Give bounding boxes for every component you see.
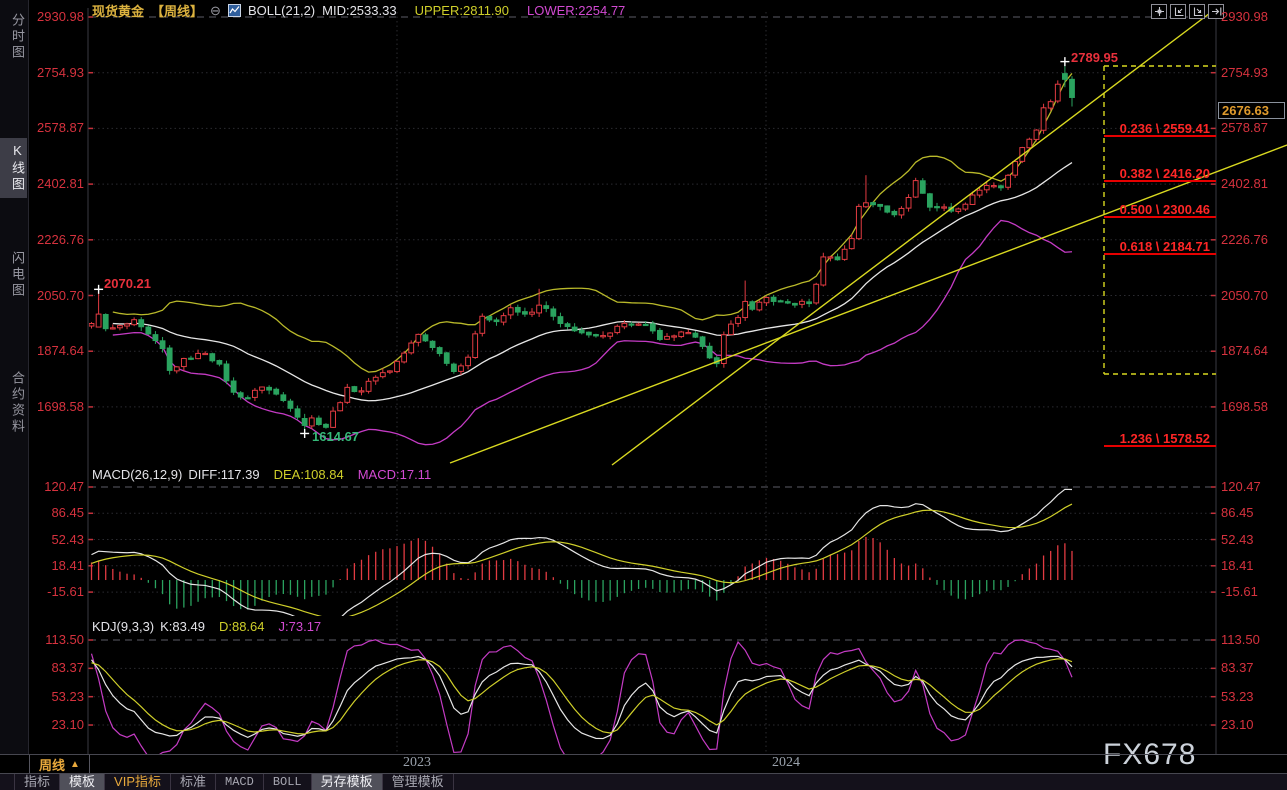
price-axis-label-right: 1698.58 [1221,398,1268,414]
marker-bottom-low: 1614.67 [312,429,359,444]
price-axis-label-left: 2930.98 [37,9,84,24]
kdj-k-readout: K:83.49 [160,619,205,634]
price-axis-label-left: 52.43 [51,531,84,547]
scale-left-icon[interactable] [1170,4,1186,19]
fib-level-label: 0.382 \ 2416.20 [1104,166,1216,182]
chart-header: 现货黄金 【周线】 ⊖ BOLL(21,2) MID:2533.33 UPPER… [92,2,626,20]
kdj-header: KDJ(9,3,3) K:83.49 D:88.64 J:73.17 [92,619,321,634]
bottom-tab-bar: 指标 模板 VIP指标 标准 MACD BOLL 另存模板 管理模板 [0,774,1287,790]
price-axis-label-left: 120.47 [44,479,84,494]
price-axis-label-right: 86.45 [1221,505,1254,521]
macd-dea-readout: DEA:108.84 [273,467,344,482]
marker-spike-high: 2070.21 [104,276,151,291]
jump-latest-icon[interactable] [1208,4,1224,19]
tab-boll[interactable]: BOLL [264,774,312,790]
price-axis-label-left: 1698.58 [37,398,84,414]
price-axis-label-right: -15.61 [1221,584,1258,600]
price-axis-label-left: 23.10 [51,717,84,733]
kdj-d-readout: D:88.64 [218,619,265,634]
macd-diff-readout: DIFF:117.39 [188,467,260,482]
tab-indicator[interactable]: 指标 [14,774,61,790]
timeline-divider-bottom [0,773,1287,774]
tab-standard[interactable]: 标准 [171,774,217,790]
boll-name: BOLL(21,2) [247,3,316,18]
fib-level-label: 1.236 \ 1578.52 [1104,431,1216,447]
price-axis-label-left: 2226.76 [37,231,84,247]
boll-lower-readout: LOWER:2254.77 [527,3,626,18]
price-axis-label-right: 83.37 [1221,660,1254,676]
period-selector[interactable]: 周线 ▲ [29,755,90,773]
tab-template[interactable]: 模板 [60,774,106,790]
sidebar-item-time-chart[interactable]: 分时图 [10,13,25,61]
fib-level-label: 0.236 \ 2559.41 [1104,121,1216,137]
collapse-icon[interactable]: ⊖ [210,2,221,18]
boll-mini-chart-icon [227,4,241,17]
crosshair-icon[interactable] [1151,4,1167,19]
tab-manage-template[interactable]: 管理模板 [383,774,454,790]
price-axis-label-right: 2226.76 [1221,231,1268,247]
price-axis-label-right: 23.10 [1221,717,1254,733]
up-triangle-icon: ▲ [70,758,80,770]
price-axis-label-right: 52.43 [1221,531,1254,547]
sidebar-item-contract-info[interactable]: 合约资料 [10,371,25,435]
fib-level-label: 0.500 \ 2300.46 [1104,203,1216,219]
price-axis-label-left: 83.37 [51,660,84,676]
kdj-title: KDJ(9,3,3) [92,619,155,634]
price-axis-label-right: 113.50 [1221,632,1260,647]
macd-macd-readout: MACD:17.11 [357,467,432,482]
price-axis-label-left: 2402.81 [37,176,84,192]
symbol-name: 现货黄金 [92,4,145,19]
price-axis-label-right: 18.41 [1221,557,1254,573]
price-axis-label-left: -15.61 [47,584,84,600]
price-axis-label-right: 2930.98 [1221,9,1268,24]
tab-vip-indicator[interactable]: VIP指标 [105,774,171,790]
macd-header: MACD(26,12,9) DIFF:117.39 DEA:108.84 MAC… [92,467,431,482]
price-axis-label-right: 2754.93 [1221,64,1268,80]
macd-title: MACD(26,12,9) [92,467,183,482]
year-label: 2023 [403,755,431,770]
sidebar-item-kline-chart[interactable]: K线图 [0,138,27,198]
chart-toolbar [1151,4,1224,19]
period-tag: 【周线】 [151,4,204,19]
price-axis-label-right: 2578.87 [1221,120,1268,136]
price-axis-label-left: 2578.87 [37,120,84,136]
price-axis-label-left: 2754.93 [37,64,84,80]
watermark: FX678 [1103,738,1197,771]
left-sidebar: 分时图 K线图闪电图合约资料 [0,0,29,754]
price-axis-label-right: 2402.81 [1221,176,1268,192]
period-label: 周线 [39,757,66,773]
price-axis-label-left: 18.41 [51,557,84,573]
tab-save-template[interactable]: 另存模板 [311,774,383,790]
price-axis-label-right: 1874.64 [1221,343,1268,359]
boll-upper-readout: UPPER:2811.90 [414,3,510,18]
fib-level-label: 0.618 \ 2184.71 [1104,240,1216,256]
tab-macd[interactable]: MACD [216,774,264,790]
year-label: 2024 [772,755,800,770]
boll-mid-readout: MID:2533.33 [322,3,397,18]
price-axis-label-right: 53.23 [1221,688,1254,704]
current-price-tag: 2676.63 [1218,102,1285,119]
price-axis-label-left: 53.23 [51,688,84,704]
sidebar-item-flash-chart[interactable]: 闪电图 [10,251,25,299]
price-axis-label-left: 1874.64 [37,343,84,359]
price-axis-label-left: 113.50 [45,632,84,647]
marker-peak-high: 2789.95 [1071,50,1118,65]
timeline-divider-top [0,754,1287,755]
price-axis-label-left: 86.45 [51,505,84,521]
price-axis-label-right: 120.47 [1221,479,1261,494]
price-axis-label-left: 2050.70 [37,287,84,303]
price-axis-label-right: 2050.70 [1221,287,1268,303]
kdj-j-readout: J:73.17 [278,619,322,634]
scale-right-icon[interactable] [1189,4,1205,19]
